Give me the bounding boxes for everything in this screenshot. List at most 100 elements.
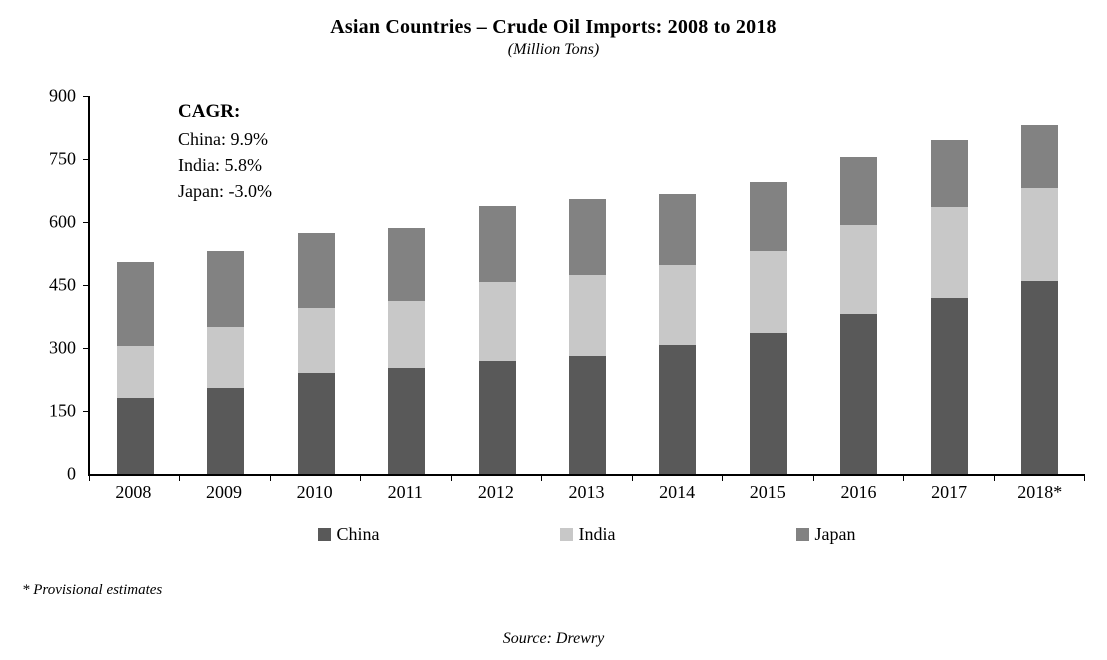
x-axis: 2008 2009 2010 2011 2012 2013 2014 2015 2016 2017… bbox=[88, 482, 1085, 503]
y-tick-label: 900 bbox=[49, 85, 76, 106]
bar-segment-india bbox=[930, 207, 968, 298]
x-tick-label: 2013 bbox=[568, 482, 605, 502]
y-tick-label: 450 bbox=[49, 274, 76, 295]
legend-swatch-india bbox=[559, 528, 573, 541]
x-tick-label: 2010 bbox=[296, 482, 333, 502]
y-tick-mark bbox=[83, 96, 89, 97]
bar-slot-2014 bbox=[633, 96, 723, 474]
x-tick-label: 2012 bbox=[477, 482, 514, 502]
bar-stack bbox=[568, 198, 606, 474]
bar-segment-japan bbox=[388, 228, 426, 301]
y-tick-mark bbox=[83, 159, 89, 160]
bar-stack bbox=[930, 140, 968, 474]
plot-area: CAGR: China: 9.9% India: 5.8% Japan: -3.… bbox=[83, 96, 1085, 481]
y-tick-label: 600 bbox=[49, 211, 76, 232]
x-tick-mark bbox=[631, 476, 633, 481]
bar-stack bbox=[659, 194, 697, 474]
x-tick-mark bbox=[179, 476, 181, 481]
bar-segment-japan bbox=[116, 261, 154, 346]
bar-segment-india bbox=[568, 274, 606, 356]
x-tick-mark bbox=[903, 476, 905, 481]
y-tick-mark bbox=[83, 222, 89, 223]
bar-segment-india bbox=[659, 264, 697, 345]
bar-segment-japan bbox=[568, 198, 606, 275]
footnote: * Provisional estimates bbox=[22, 582, 163, 598]
x-tick-mark bbox=[269, 476, 271, 481]
x-tick-label: 2011 bbox=[387, 482, 423, 502]
x-tick-mark bbox=[722, 476, 724, 481]
x-tick-mark bbox=[450, 476, 452, 481]
bar-segment-japan bbox=[297, 232, 335, 309]
bar-segment-japan bbox=[930, 140, 968, 208]
chart-title: Asian Countries – Crude Oil Imports: 200… bbox=[330, 16, 777, 38]
bar-stack bbox=[478, 206, 516, 474]
bar-segment-china bbox=[478, 360, 516, 474]
bar-segment-china bbox=[297, 373, 335, 474]
y-tick-mark bbox=[83, 411, 89, 412]
legend-swatch-japan bbox=[795, 528, 809, 541]
x-tick-mark bbox=[360, 476, 362, 481]
legend-item-japan: Japan bbox=[795, 524, 856, 545]
x-tick-mark bbox=[812, 476, 814, 481]
bar-segment-india bbox=[388, 300, 426, 368]
legend-label: Japan bbox=[814, 524, 856, 544]
bar-stack bbox=[388, 228, 426, 474]
bar-stack bbox=[116, 261, 154, 474]
bar-segment-china bbox=[659, 344, 697, 474]
bar-slot-2013 bbox=[542, 96, 632, 474]
bar-segment-china bbox=[116, 398, 154, 474]
legend-swatch-china bbox=[317, 528, 331, 541]
bar-stack bbox=[297, 232, 335, 474]
bar-slot-2009 bbox=[180, 96, 270, 474]
bar-stack bbox=[207, 251, 245, 474]
bar-stack bbox=[840, 156, 878, 474]
x-tick-label: 2016 bbox=[840, 482, 877, 502]
cagr-annotation: CAGR: China: 9.9% India: 5.8% Japan: -3.… bbox=[178, 98, 272, 204]
bar-slot-2016 bbox=[814, 96, 904, 474]
bar-slot-2011 bbox=[361, 96, 451, 474]
legend-item-china: China bbox=[317, 524, 380, 545]
bar-slot-2010 bbox=[271, 96, 361, 474]
x-tick-mark bbox=[1084, 476, 1085, 481]
y-axis: 0 150 300 450 600 750 900 bbox=[30, 86, 88, 484]
bar-segment-japan bbox=[659, 194, 697, 265]
y-tick-mark bbox=[83, 285, 89, 286]
x-tick-mark bbox=[89, 476, 90, 481]
bar-slot-2018 bbox=[995, 96, 1085, 474]
x-tick-label: 2017 bbox=[931, 482, 968, 502]
bar-segment-india bbox=[297, 308, 335, 374]
x-tick-mark bbox=[541, 476, 543, 481]
bar-segment-india bbox=[1021, 188, 1059, 281]
cagr-china: China: 9.9% bbox=[178, 128, 268, 149]
bar-segment-japan bbox=[749, 182, 787, 251]
bar-stack bbox=[1021, 125, 1059, 474]
x-tick-label: 2014 bbox=[659, 482, 696, 502]
legend-label: India bbox=[578, 524, 616, 544]
legend: China India Japan bbox=[88, 524, 1085, 545]
bar-slot-2017 bbox=[904, 96, 994, 474]
x-tick-label: 2015 bbox=[749, 482, 786, 502]
bar-segment-india bbox=[207, 327, 245, 388]
bars-row bbox=[90, 96, 1085, 474]
bar-segment-china bbox=[749, 333, 787, 474]
x-tick-label: 2009 bbox=[205, 482, 242, 502]
bar-slot-2015 bbox=[723, 96, 813, 474]
y-tick-label: 150 bbox=[49, 400, 76, 421]
bar-segment-china bbox=[840, 313, 878, 474]
x-tick-label: 2008 bbox=[115, 482, 152, 502]
y-tick-label: 750 bbox=[49, 148, 76, 169]
y-tick-label: 300 bbox=[49, 337, 76, 358]
cagr-japan: Japan: -3.0% bbox=[178, 180, 272, 201]
bar-segment-china bbox=[207, 387, 245, 474]
chart-area: 0 150 300 450 600 750 900 CAGR: China: 9.9% In… bbox=[30, 86, 1085, 484]
chart-subtitle: (Million Tons) bbox=[507, 41, 600, 58]
y-tick-mark bbox=[83, 348, 89, 349]
bar-segment-japan bbox=[1021, 125, 1059, 189]
legend-label: China bbox=[336, 524, 380, 544]
bar-segment-india bbox=[478, 282, 516, 361]
x-tick-label: 2018* bbox=[1017, 482, 1063, 502]
cagr-india: India: 5.8% bbox=[178, 154, 262, 175]
y-tick-label: 0 bbox=[67, 463, 76, 484]
bar-slot-2008 bbox=[90, 96, 180, 474]
